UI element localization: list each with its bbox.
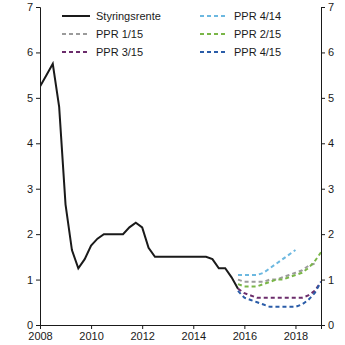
legend-swatch [62,15,90,17]
legend-item: Styringsrente [62,10,161,22]
legend-label: PPR 2/15 [234,28,281,40]
tick-mark [321,189,325,190]
x-axis: 2008 2010 2012 2014 2016 2018 [28,325,321,342]
tick-label: 7 [27,1,33,13]
tick: 7 [321,1,334,13]
tick: 6 [321,46,334,58]
y-axis: 0 1 2 3 4 5 6 7 [27,1,41,331]
tick-mark [321,234,325,235]
tick-label: 2014 [182,330,206,342]
tick-label: 3 [328,183,334,195]
tick-label: 2010 [79,330,103,342]
tick-mark [36,52,40,53]
tick-label: 2008 [28,330,52,342]
legend: Styringsrente PPR 4/14 PPR 1/15 PPR 2/15 PPR… [62,10,281,58]
tick: 2 [321,228,334,240]
tick-label: 4 [328,137,334,149]
tick-mark [36,234,40,235]
tick-mark [321,280,325,281]
tick-label: 2012 [130,330,154,342]
tick-mark [142,325,143,329]
tick-mark [36,280,40,281]
tick: 2014 [182,325,206,342]
legend-swatch [200,33,228,35]
tick: 2012 [130,325,154,342]
tick: 3 [321,183,334,195]
series-line [238,252,321,286]
tick-mark [321,143,325,144]
legend-label: Styringsrente [96,10,161,22]
tick-mark [36,98,40,99]
tick-label: 1 [27,274,33,286]
tick: 0 [321,319,334,331]
tick-mark [321,7,325,8]
tick-mark [193,325,194,329]
tick-label: 5 [328,92,334,104]
axis-line [41,326,322,330]
tick-label: 2016 [233,330,257,342]
tick-mark [36,7,40,8]
tick-label: 5 [27,92,33,104]
tick-mark [36,325,40,326]
tick-label: 2 [27,228,33,240]
legend-label: PPR 4/14 [234,10,281,22]
legend-label: PPR 3/15 [96,46,143,58]
tick: 2016 [233,325,257,342]
legend-item: PPR 4/14 [200,10,281,22]
tick-label: 2 [328,228,334,240]
tick-mark [36,189,40,190]
legend-swatch [62,51,90,53]
legend-item: PPR 3/15 [62,46,143,58]
tick: 2010 [79,325,103,342]
tick: 2 [27,228,40,240]
legend-label: PPR 4/15 [234,46,281,58]
tick-label: 3 [27,183,33,195]
lines [40,64,321,307]
y2-axis: 0 1 2 3 4 5 6 7 [321,1,334,331]
tick-mark [244,325,245,329]
series-line [238,282,321,307]
tick: 4 [321,137,334,149]
tick-mark [36,143,40,144]
tick: 5 [321,92,334,104]
axis-line [36,8,41,326]
series-line [238,282,321,298]
series-line [238,264,315,282]
series-line [238,250,295,275]
tick-mark [321,325,325,326]
tick-label: 2018 [284,330,308,342]
tick-label: 1 [328,274,334,286]
tick: 6 [27,46,40,58]
tick-label: 7 [328,1,334,13]
legend-item: PPR 1/15 [62,28,143,40]
series-line [40,64,238,289]
tick: 1 [321,274,334,286]
tick: 1 [27,274,40,286]
tick-mark [295,325,296,329]
plot: 2008 2010 2012 2014 2016 2018 0 1 2 3 4 5 6 7 0 1 2 3 4 5 6 7 [27,1,334,342]
legend-swatch [62,33,90,35]
tick: 3 [27,183,40,195]
tick-label: 0 [27,319,33,331]
legend-item: PPR 2/15 [200,28,281,40]
legend-item: PPR 4/15 [200,46,281,58]
legend-swatch [200,15,228,17]
tick-label: 6 [27,46,33,58]
tick-label: 4 [27,137,33,149]
tick-mark [321,98,325,99]
tick: 4 [27,137,40,149]
tick: 5 [27,92,40,104]
tick-label: 0 [328,319,334,331]
axis-line [322,8,326,326]
tick-mark [91,325,92,329]
legend-swatch [200,51,228,53]
legend-label: PPR 1/15 [96,28,143,40]
tick-label: 6 [328,46,334,58]
tick: 2018 [284,325,308,342]
tick: 0 [27,319,40,331]
tick-mark [321,52,325,53]
tick: 7 [27,1,40,13]
chart: 2008 2010 2012 2014 2016 2018 0 1 2 3 4 5 6 7 0 1 2 3 4 5 6 7… [0,0,345,345]
